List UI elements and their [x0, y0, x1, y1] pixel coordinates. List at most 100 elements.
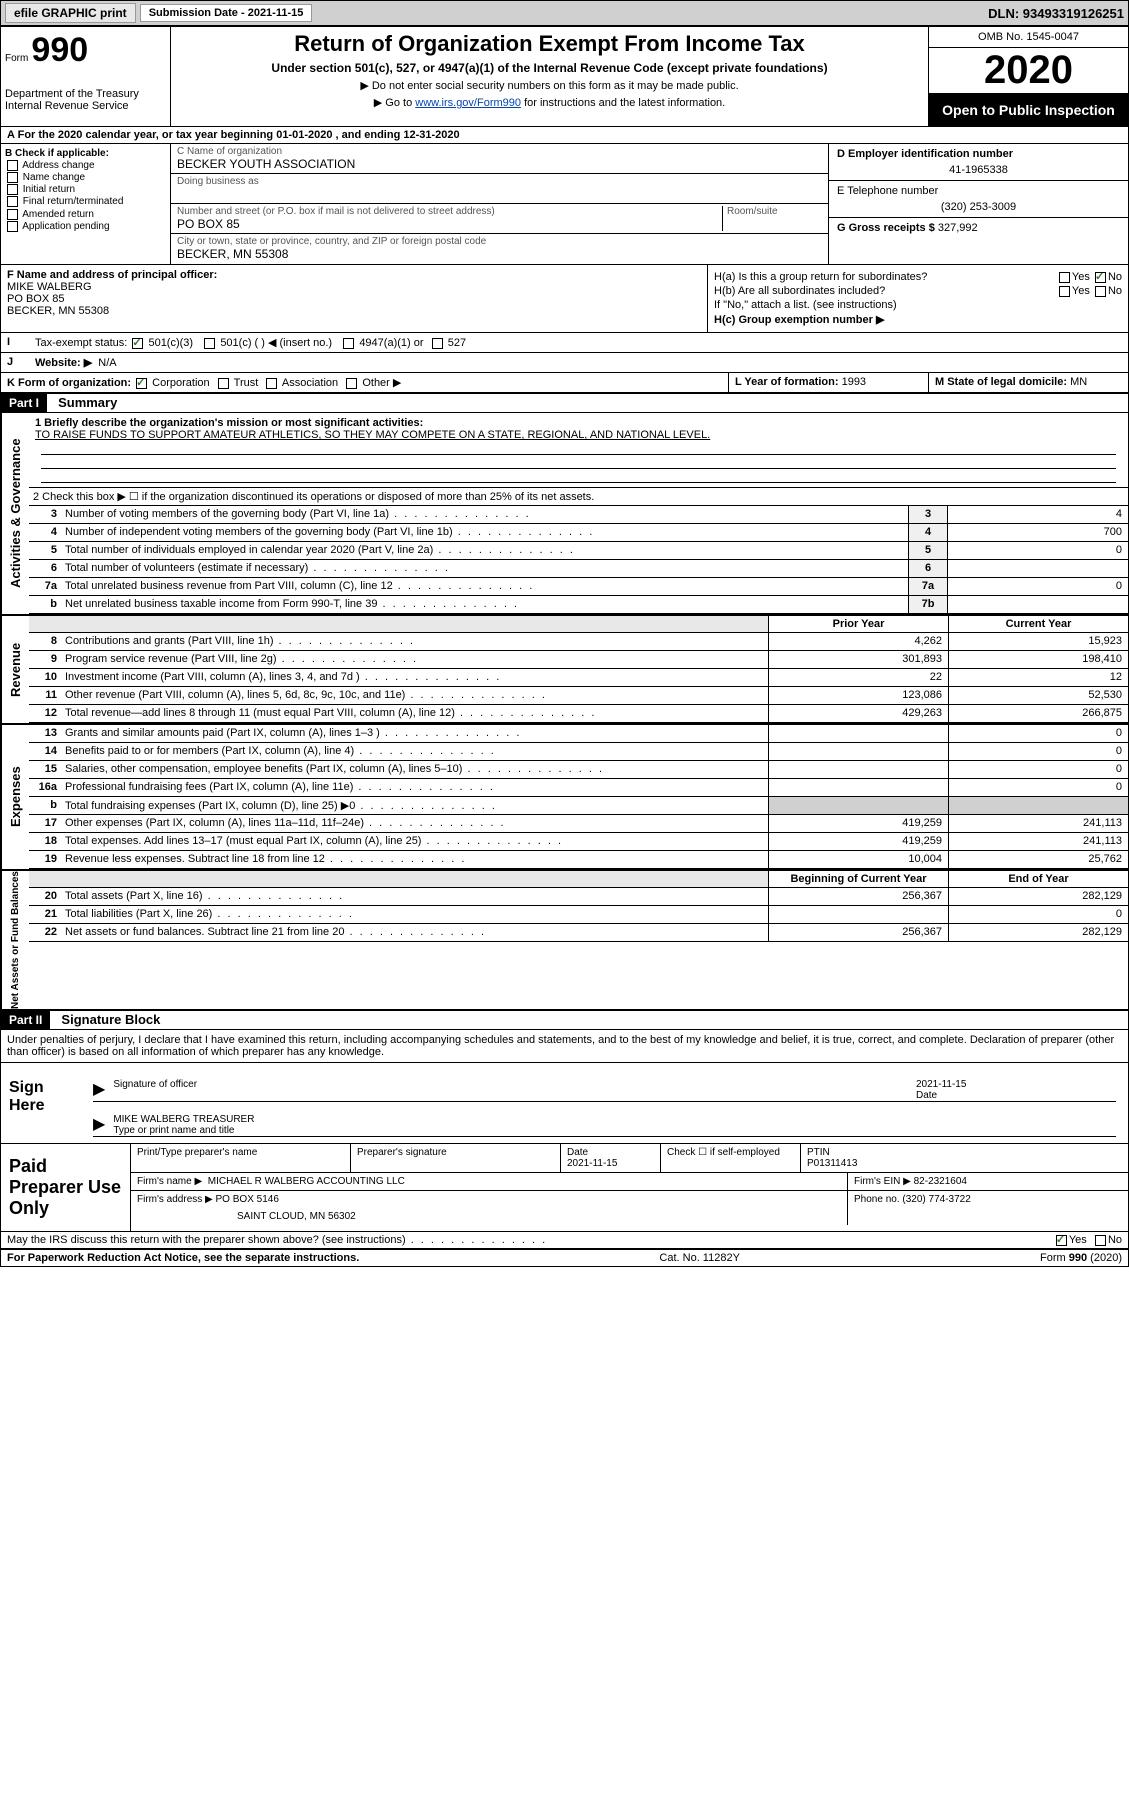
section-j: J Website: ▶ N/A: [1, 353, 1128, 373]
sig-date: 2021-11-15: [916, 1079, 966, 1090]
cat-no: Cat. No. 11282Y: [659, 1252, 740, 1264]
org-city: BECKER, MN 55308: [177, 247, 822, 261]
check-application-pending[interactable]: [7, 221, 18, 232]
sidebar-governance: Activities & Governance: [1, 413, 29, 614]
check-other[interactable]: [346, 378, 357, 389]
form-header-section: Form 990 Department of the Treasury Inte…: [1, 27, 1128, 127]
year-formation: 1993: [842, 376, 866, 388]
revenue-section: Revenue Prior Year Current Year 8Contrib…: [1, 616, 1128, 725]
omb-number: OMB No. 1545-0047: [929, 27, 1128, 48]
summary-line: 16aProfessional fundraising fees (Part I…: [29, 779, 1128, 797]
summary-line: 13Grants and similar amounts paid (Part …: [29, 725, 1128, 743]
firm-ein: 82-2321604: [914, 1176, 967, 1187]
submission-date: Submission Date - 2021-11-15: [140, 4, 313, 22]
form-title-cell: Return of Organization Exempt From Incom…: [171, 27, 928, 126]
summary-line: 17Other expenses (Part IX, column (A), l…: [29, 815, 1128, 833]
open-public-label: Open to Public Inspection: [929, 94, 1128, 126]
org-address: PO BOX 85: [177, 217, 722, 231]
expenses-section: Expenses 13Grants and similar amounts pa…: [1, 725, 1128, 871]
form-note-2: ▶ Go to www.irs.gov/Form990 for instruct…: [175, 96, 924, 109]
header-bar: efile GRAPHIC print Submission Date - 20…: [0, 0, 1129, 26]
section-d-e-g: D Employer identification number 41-1965…: [828, 144, 1128, 264]
summary-line: 12Total revenue—add lines 8 through 11 (…: [29, 705, 1128, 723]
form-note-1: ▶ Do not enter social security numbers o…: [175, 79, 924, 92]
summary-line: 11Other revenue (Part VIII, column (A), …: [29, 687, 1128, 705]
summary-line: 22Net assets or fund balances. Subtract …: [29, 924, 1128, 942]
paid-preparer-section: Paid Preparer Use Only Print/Type prepar…: [1, 1144, 1128, 1232]
irs-link[interactable]: www.irs.gov/Form990: [415, 97, 521, 109]
summary-line: 21Total liabilities (Part X, line 26)0: [29, 906, 1128, 924]
sidebar-revenue: Revenue: [1, 616, 29, 723]
summary-line: 14Benefits paid to or for members (Part …: [29, 743, 1128, 761]
form-label: Form: [5, 53, 28, 64]
section-c-block: C Name of organization BECKER YOUTH ASSO…: [171, 144, 828, 264]
form-year-cell: OMB No. 1545-0047 2020 Open to Public In…: [928, 27, 1128, 126]
check-4947[interactable]: [343, 338, 354, 349]
summary-line: 8Contributions and grants (Part VIII, li…: [29, 633, 1128, 651]
footer-row: For Paperwork Reduction Act Notice, see …: [1, 1250, 1128, 1266]
ha-no[interactable]: [1095, 272, 1106, 283]
discuss-no[interactable]: [1095, 1235, 1106, 1246]
form-title: Return of Organization Exempt From Incom…: [175, 31, 924, 57]
check-amended-return[interactable]: [7, 209, 18, 220]
check-association[interactable]: [266, 378, 277, 389]
ha-yes[interactable]: [1059, 272, 1070, 283]
section-b-block: B Check if applicable: Address change Na…: [1, 144, 1128, 265]
officer-typed-name: MIKE WALBERG TREASURER: [113, 1114, 254, 1125]
prep-date: 2021-11-15: [567, 1158, 617, 1169]
netassets-section: Net Assets or Fund Balances Beginning of…: [1, 871, 1128, 1011]
form-footer: Form 990 (2020): [1040, 1252, 1122, 1264]
org-name: BECKER YOUTH ASSOCIATION: [177, 157, 822, 171]
check-initial-return[interactable]: [7, 184, 18, 195]
summary-line: 6Total number of volunteers (estimate if…: [29, 560, 1128, 578]
declaration-text: Under penalties of perjury, I declare th…: [1, 1030, 1128, 1063]
discuss-row: May the IRS discuss this return with the…: [1, 1232, 1128, 1250]
tax-year: 2020: [929, 48, 1128, 94]
check-527[interactable]: [432, 338, 443, 349]
website: N/A: [98, 357, 116, 369]
form-number-cell: Form 990 Department of the Treasury Inte…: [1, 27, 171, 126]
summary-line: 18Total expenses. Add lines 13–17 (must …: [29, 833, 1128, 851]
form-subtitle: Under section 501(c), 527, or 4947(a)(1)…: [175, 61, 924, 75]
check-501c[interactable]: [204, 338, 215, 349]
sidebar-netassets: Net Assets or Fund Balances: [1, 871, 29, 1009]
check-address-change[interactable]: [7, 160, 18, 171]
summary-line: 3Number of voting members of the governi…: [29, 506, 1128, 524]
summary-line: 4Number of independent voting members of…: [29, 524, 1128, 542]
mission-statement: TO RAISE FUNDS TO SUPPORT AMATEUR ATHLET…: [35, 429, 1122, 441]
summary-line: 9Program service revenue (Part VIII, lin…: [29, 651, 1128, 669]
check-final-return[interactable]: [7, 196, 18, 207]
efile-print-button[interactable]: efile GRAPHIC print: [5, 3, 136, 23]
section-k-l-m: K Form of organization: Corporation Trus…: [1, 373, 1128, 394]
sign-here-section: Sign Here ▶Signature of officer2021-11-1…: [1, 1063, 1128, 1144]
form-body: Form 990 Department of the Treasury Inte…: [0, 26, 1129, 1267]
line-a: A For the 2020 calendar year, or tax yea…: [1, 127, 1128, 144]
part-2-header: Part II Signature Block: [1, 1011, 1128, 1030]
form-number: 990: [31, 31, 88, 69]
check-corporation[interactable]: [136, 378, 147, 389]
dln-number: DLN: 93493319126251: [988, 6, 1124, 21]
part-1-header: Part I Summary: [1, 394, 1128, 413]
check-trust[interactable]: [218, 378, 229, 389]
check-501c3[interactable]: [132, 338, 143, 349]
section-f-h: F Name and address of principal officer:…: [1, 265, 1128, 333]
section-f: F Name and address of principal officer:…: [1, 265, 708, 332]
hb-no[interactable]: [1095, 286, 1106, 297]
section-h: H(a) Is this a group return for subordin…: [708, 265, 1128, 332]
summary-line: 15Salaries, other compensation, employee…: [29, 761, 1128, 779]
ein: 41-1965338: [837, 164, 1120, 176]
governance-section: Activities & Governance 1 Briefly descri…: [1, 413, 1128, 616]
firm-phone: (320) 774-3722: [902, 1194, 970, 1205]
check-name-change[interactable]: [7, 172, 18, 183]
phone: (320) 253-3009: [837, 201, 1120, 213]
hb-yes[interactable]: [1059, 286, 1070, 297]
summary-line: bNet unrelated business taxable income f…: [29, 596, 1128, 614]
discuss-yes[interactable]: [1056, 1235, 1067, 1246]
summary-line: 7aTotal unrelated business revenue from …: [29, 578, 1128, 596]
section-i: I Tax-exempt status: 501(c)(3) 501(c) ( …: [1, 333, 1128, 353]
section-b-checks: B Check if applicable: Address change Na…: [1, 144, 171, 264]
ptin: P01311413: [807, 1158, 857, 1169]
summary-line: 20Total assets (Part X, line 16)256,3672…: [29, 888, 1128, 906]
firm-name: MICHAEL R WALBERG ACCOUNTING LLC: [208, 1176, 405, 1187]
department-label: Department of the Treasury Internal Reve…: [5, 88, 166, 112]
